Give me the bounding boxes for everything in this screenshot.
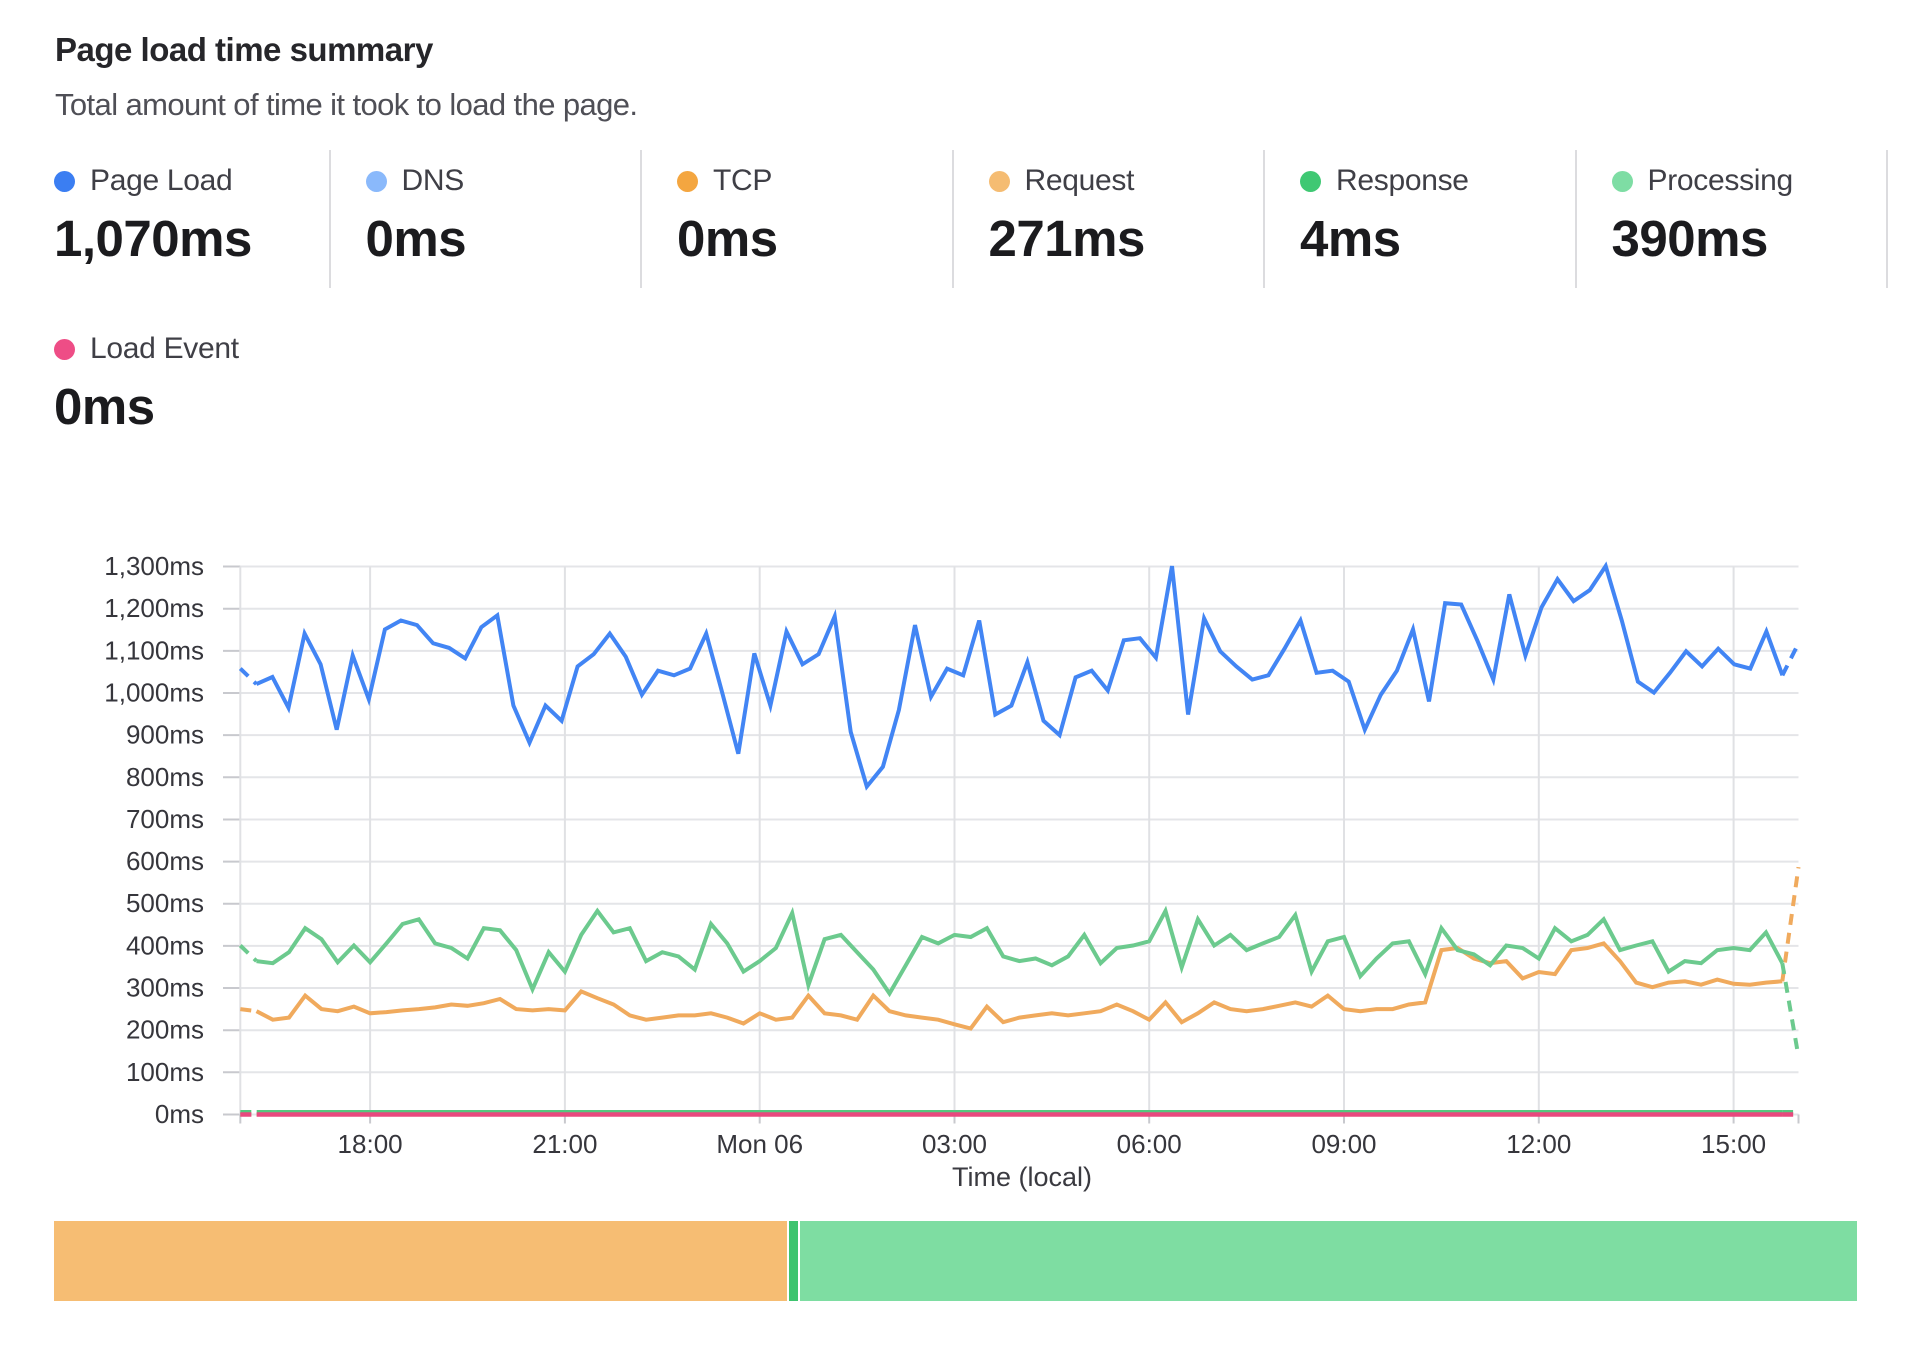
svg-text:03:00: 03:00: [922, 1129, 987, 1159]
svg-text:Mon 06: Mon 06: [716, 1129, 803, 1159]
svg-text:0ms: 0ms: [155, 1099, 204, 1129]
svg-text:900ms: 900ms: [126, 720, 204, 750]
svg-text:100ms: 100ms: [126, 1057, 204, 1087]
svg-text:700ms: 700ms: [126, 804, 204, 834]
svg-text:200ms: 200ms: [126, 1015, 204, 1045]
svg-text:Time (local): Time (local): [952, 1162, 1092, 1192]
svg-text:1,300ms: 1,300ms: [104, 551, 204, 581]
svg-text:1,100ms: 1,100ms: [104, 635, 204, 665]
svg-text:300ms: 300ms: [126, 973, 204, 1003]
svg-text:400ms: 400ms: [126, 930, 204, 960]
svg-text:15:00: 15:00: [1701, 1129, 1766, 1159]
svg-text:600ms: 600ms: [126, 846, 204, 876]
svg-text:06:00: 06:00: [1117, 1129, 1182, 1159]
svg-text:1,200ms: 1,200ms: [104, 593, 204, 623]
svg-text:18:00: 18:00: [338, 1129, 403, 1159]
svg-text:21:00: 21:00: [532, 1129, 597, 1159]
svg-text:09:00: 09:00: [1311, 1129, 1376, 1159]
svg-text:12:00: 12:00: [1506, 1129, 1571, 1159]
svg-text:1,000ms: 1,000ms: [104, 678, 204, 708]
svg-text:500ms: 500ms: [126, 888, 204, 918]
svg-text:800ms: 800ms: [126, 762, 204, 792]
